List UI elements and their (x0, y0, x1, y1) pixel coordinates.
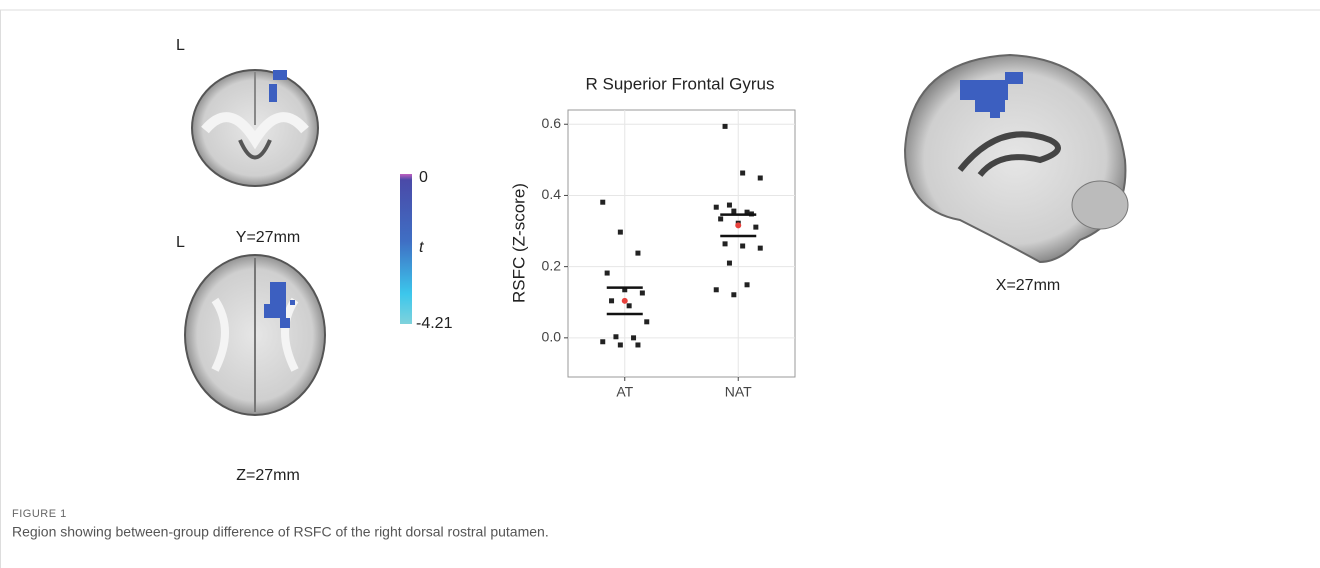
y-axis-label: RSFC (Z-score) (509, 183, 528, 303)
slice-label: Z=27mm (236, 467, 300, 484)
sagittal-brain (905, 55, 1128, 262)
data-point (714, 287, 719, 292)
figure-label: FIGURE 1 (12, 508, 67, 520)
y-tick-label: 0.4 (542, 186, 562, 202)
plot-area (568, 110, 795, 377)
slice-label: X=27mm (996, 277, 1060, 294)
data-point (718, 216, 723, 221)
colorbar (400, 174, 412, 324)
slice-label: Y=27mm (236, 229, 300, 246)
data-point (731, 209, 736, 214)
data-point (758, 175, 763, 180)
coronal-brain (192, 70, 318, 186)
figure-caption: Region showing between-group difference … (12, 524, 549, 540)
mean-point (735, 222, 741, 228)
colorbar-label: t (419, 239, 424, 256)
page: L Y=27mm L Z=27mm X=27mm 0 t -4.21 R Sup… (0, 0, 1320, 568)
colorbar-max: 0 (419, 169, 428, 186)
data-point (644, 319, 649, 324)
data-point (609, 298, 614, 303)
data-point (627, 303, 632, 308)
data-point (635, 342, 640, 347)
data-point (740, 171, 745, 176)
figure: L Y=27mm L Z=27mm X=27mm 0 t -4.21 R Sup… (0, 0, 1320, 568)
chart-title: R Superior Frontal Gyrus (586, 74, 775, 93)
mean-point (622, 298, 628, 304)
x-tick-label: NAT (725, 384, 752, 400)
data-point (635, 251, 640, 256)
data-point (745, 282, 750, 287)
data-point (605, 271, 610, 276)
data-point (618, 230, 623, 235)
data-point (758, 246, 763, 251)
data-point (600, 200, 605, 205)
data-point (640, 290, 645, 295)
data-point (740, 243, 745, 248)
data-point (753, 225, 758, 230)
data-point (731, 292, 736, 297)
y-tick-label: 0.0 (542, 329, 562, 345)
side-label: L (176, 234, 185, 251)
data-point (618, 342, 623, 347)
y-tick-label: 0.6 (542, 115, 562, 131)
data-point (714, 205, 719, 210)
data-point (723, 241, 728, 246)
data-point (727, 203, 732, 208)
data-point (613, 334, 618, 339)
y-tick-label: 0.2 (542, 257, 562, 273)
colorbar-min: -4.21 (416, 315, 453, 332)
data-point (723, 124, 728, 129)
data-point (727, 261, 732, 266)
x-tick-label: AT (616, 384, 633, 400)
axial-brain (185, 255, 325, 415)
data-point (600, 339, 605, 344)
data-point (631, 335, 636, 340)
side-label: L (176, 37, 185, 54)
